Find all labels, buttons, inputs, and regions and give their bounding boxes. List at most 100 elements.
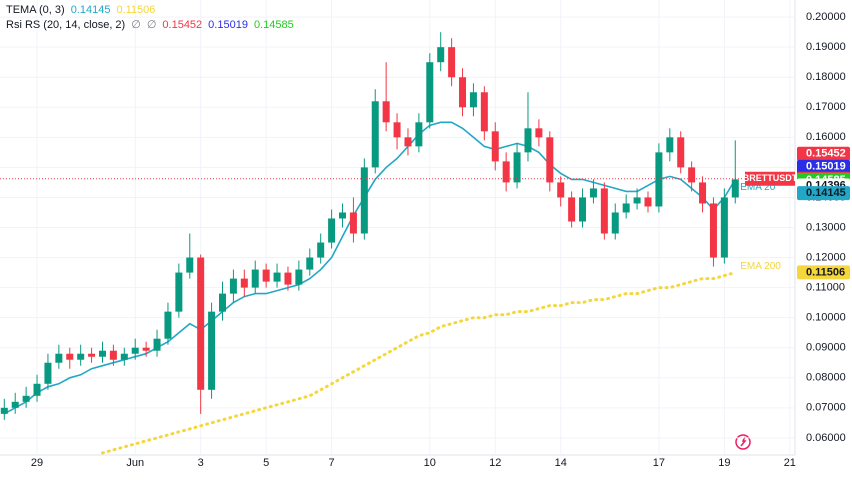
candle-body <box>306 257 314 270</box>
y-tick-label: 0.10000 <box>806 312 846 324</box>
candle-body <box>666 137 674 153</box>
price-tag <box>797 186 850 201</box>
price-tag-label: 0.15452 <box>806 148 846 160</box>
candle-body <box>731 179 739 198</box>
candle-body <box>251 269 259 288</box>
candle-body <box>459 77 467 108</box>
candle-body <box>66 353 74 360</box>
overlay-line <box>3 121 737 415</box>
x-tick-label: 21 <box>784 457 796 469</box>
candle-body <box>197 257 205 390</box>
candle-body <box>55 353 63 363</box>
candle-body <box>164 311 172 339</box>
candle-body <box>77 353 85 360</box>
candle-body <box>524 128 532 153</box>
candle-body <box>360 167 368 234</box>
price-tag-label: 0.11506 <box>806 266 845 278</box>
x-tick-label: 14 <box>555 457 567 469</box>
candle-body <box>382 101 390 123</box>
price-tag <box>797 265 850 280</box>
candle-body <box>339 212 347 219</box>
candle-body <box>273 272 281 282</box>
candle-body <box>404 137 412 147</box>
candle-body <box>186 257 194 273</box>
x-tick-label: 10 <box>424 457 436 469</box>
y-tick-label: 0.13000 <box>806 221 846 233</box>
price-tag-label: 0.14145 <box>806 187 846 199</box>
y-tick-label: 0.17000 <box>806 101 846 113</box>
plot <box>0 0 795 455</box>
candle-body <box>219 293 226 312</box>
candle-body <box>448 47 456 78</box>
candle-body <box>109 350 117 360</box>
candle-body <box>240 278 248 288</box>
candle-body <box>480 92 488 132</box>
legend-row: Rsi RS (20, 14, close, 2) ∅ ∅ 0.15452 0.1501… <box>6 18 300 33</box>
candle-body <box>688 167 696 183</box>
x-tick-label: Jun <box>126 457 144 469</box>
candle-body <box>153 338 161 351</box>
candle-body <box>699 182 707 204</box>
legend-item: ∅ <box>146 19 157 31</box>
x-tick-label: 7 <box>329 457 335 469</box>
candle-body <box>426 62 434 123</box>
y-tick-label: 0.11000 <box>806 282 845 294</box>
candle-body <box>491 131 499 162</box>
candle-body <box>535 128 543 138</box>
candle-body <box>208 311 216 390</box>
x-tick-label: 3 <box>198 457 204 469</box>
candle-body <box>328 218 336 243</box>
legend-item: 0.15019 <box>208 19 248 31</box>
candle-body <box>502 161 510 183</box>
candle-body <box>371 101 379 168</box>
y-tick-label: 0.19000 <box>806 41 846 53</box>
legend-item: 0.14585 <box>253 19 294 31</box>
candle-body <box>175 272 183 312</box>
legend-item: 0.15452 <box>162 19 203 31</box>
x-tick-label: 19 <box>718 457 730 469</box>
symbol-tag-label: BRETTUSDT <box>743 173 798 183</box>
candle-body <box>600 188 608 234</box>
price-tag-label: 0.15019 <box>806 161 846 173</box>
y-tick-label: 0.20000 <box>806 11 846 23</box>
logo <box>735 434 751 450</box>
candle-body <box>44 362 52 384</box>
candle-body <box>589 188 597 198</box>
candle-body <box>720 197 728 258</box>
legend-item: TEMA (0, 3) <box>6 4 65 16</box>
overlay-label: EMA 200 <box>740 261 781 272</box>
candle-body <box>557 182 565 198</box>
candle-body <box>120 353 128 360</box>
candle-body <box>579 197 587 222</box>
candle-body <box>633 197 641 204</box>
x-tick-label: 29 <box>31 457 43 469</box>
price-tag <box>797 146 850 161</box>
candle-body <box>546 137 554 183</box>
candle-body <box>393 122 401 138</box>
candle-body <box>655 152 663 207</box>
legend-row: TEMA (0, 3) 0.14145 0.11506 <box>6 3 300 18</box>
y-tick-label: 0.18000 <box>806 71 846 83</box>
legend-item: Rsi RS (20, 14, close, 2) <box>6 19 126 31</box>
overlay-line <box>101 271 737 455</box>
candle-body <box>469 92 477 108</box>
x-tick-label: 12 <box>489 457 501 469</box>
legend-item: 0.14145 <box>70 4 111 16</box>
candle-body <box>513 152 521 183</box>
y-tick-label: 0.06000 <box>806 432 846 444</box>
candle-body <box>262 269 270 282</box>
x-tick-label: 5 <box>263 457 269 469</box>
candle-body <box>0 407 8 414</box>
candle-body <box>644 197 652 207</box>
candle-body <box>229 278 237 294</box>
overlay-label: EMA 20 <box>740 182 775 193</box>
candle-body <box>622 203 630 213</box>
y-tick-label: 0.12000 <box>806 251 846 263</box>
y-tick-label: 0.16000 <box>806 131 846 143</box>
candle-body <box>568 197 576 222</box>
legend-item: 0.11506 <box>116 4 156 16</box>
candle-body <box>98 350 106 357</box>
symbol-tag <box>745 171 795 186</box>
